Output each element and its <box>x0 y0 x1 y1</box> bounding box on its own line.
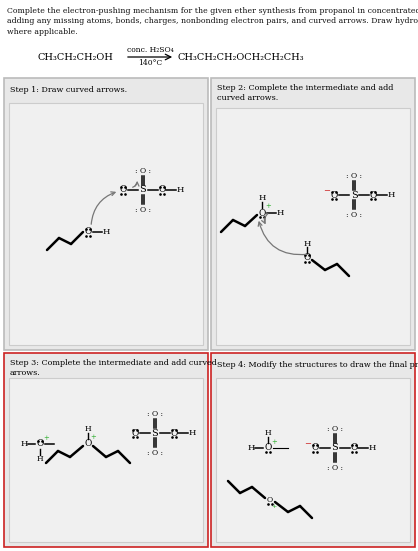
Bar <box>211 78 415 350</box>
Text: O: O <box>311 444 319 452</box>
Text: H: H <box>387 191 395 199</box>
Bar <box>4 353 208 547</box>
Text: Complete the electron-pushing mechanism for the given ether synthesis from propa: Complete the electron-pushing mechanism … <box>7 7 418 36</box>
Text: S: S <box>351 191 357 199</box>
Text: : O :: : O : <box>135 167 151 175</box>
Text: O: O <box>303 253 311 262</box>
Text: : O :: : O : <box>327 464 343 472</box>
Text: +: + <box>271 438 277 446</box>
Text: : O :: : O : <box>346 211 362 219</box>
Text: H: H <box>258 194 266 202</box>
Bar <box>9 378 203 542</box>
Bar <box>211 353 415 547</box>
Text: +: + <box>90 433 96 441</box>
Text: : O :: : O : <box>135 206 151 214</box>
Text: : O :: : O : <box>147 449 163 457</box>
FancyArrowPatch shape <box>133 182 139 187</box>
Text: 140°C: 140°C <box>138 59 162 67</box>
Text: O: O <box>158 186 166 195</box>
Text: S: S <box>331 444 339 452</box>
Text: S: S <box>140 186 146 195</box>
Text: O: O <box>264 444 272 452</box>
Text: O: O <box>119 186 127 195</box>
Text: H: H <box>189 429 196 437</box>
Text: O: O <box>350 444 358 452</box>
Text: S: S <box>152 429 158 437</box>
Text: H: H <box>247 444 255 452</box>
Text: H: H <box>303 240 311 248</box>
Text: H: H <box>176 186 184 194</box>
Text: O: O <box>267 496 273 504</box>
Text: : O :: : O : <box>346 172 362 180</box>
Bar <box>216 378 410 542</box>
Text: H: H <box>368 444 376 452</box>
Text: H: H <box>276 209 284 217</box>
Text: +: + <box>265 202 271 210</box>
Text: +: + <box>43 434 49 442</box>
Text: O: O <box>36 440 44 449</box>
FancyArrowPatch shape <box>262 214 268 223</box>
Text: H: H <box>102 228 110 236</box>
FancyArrowPatch shape <box>258 222 307 255</box>
Text: CH₃CH₂CH₂OH: CH₃CH₂CH₂OH <box>37 52 113 62</box>
Text: O: O <box>84 440 92 449</box>
Text: H: H <box>37 455 43 463</box>
Text: Step 1: Draw curved arrows.: Step 1: Draw curved arrows. <box>10 86 127 94</box>
Text: O: O <box>258 208 266 218</box>
Text: Step 3: Complete the intermediate and add curved
arrows.: Step 3: Complete the intermediate and ad… <box>10 359 217 377</box>
Text: : O :: : O : <box>327 425 343 433</box>
Text: H: H <box>85 425 91 433</box>
Text: O: O <box>131 429 139 437</box>
Bar <box>216 108 410 345</box>
Text: −: − <box>324 187 331 195</box>
Text: H: H <box>265 429 271 437</box>
Text: : O :: : O : <box>147 410 163 418</box>
Text: H: H <box>20 440 28 448</box>
Text: +: + <box>271 504 277 509</box>
Bar <box>9 103 203 345</box>
Text: Step 4: Modify the structures to draw the final products.: Step 4: Modify the structures to draw th… <box>217 361 418 369</box>
Text: O: O <box>370 191 377 199</box>
Text: O: O <box>84 228 92 236</box>
Text: Step 2: Complete the intermediate and add
curved arrows.: Step 2: Complete the intermediate and ad… <box>217 84 393 102</box>
FancyArrowPatch shape <box>91 192 115 224</box>
Text: −: − <box>304 440 311 448</box>
Text: O: O <box>170 429 178 437</box>
Text: CH₃CH₂CH₂OCH₂CH₂CH₃: CH₃CH₂CH₂OCH₂CH₂CH₃ <box>178 52 305 62</box>
Text: conc. H₂SO₄: conc. H₂SO₄ <box>127 46 173 54</box>
Text: O: O <box>330 191 338 199</box>
Bar <box>4 78 208 350</box>
